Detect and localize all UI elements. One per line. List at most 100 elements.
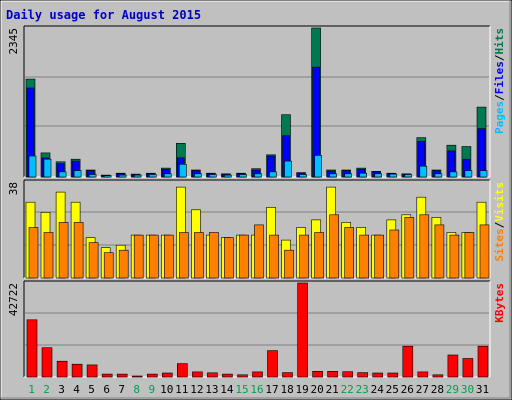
day-label-17: 17 xyxy=(265,383,278,396)
bar-pages-day-11 xyxy=(179,164,187,178)
bar-kbytes-day-27 xyxy=(417,371,429,378)
day-label-14: 14 xyxy=(220,383,234,396)
bar-pages-day-9 xyxy=(149,174,157,178)
day-label-5: 5 xyxy=(88,383,95,396)
bar-sites-day-29 xyxy=(449,234,460,279)
bar-kbytes-day-13 xyxy=(207,372,218,378)
day-label-30: 30 xyxy=(461,383,474,396)
plot-area xyxy=(24,26,490,177)
day-label-19: 19 xyxy=(295,383,308,396)
legend-visits-sites: Sites/Visits xyxy=(493,182,506,262)
bar-pages-day-15 xyxy=(239,174,247,178)
bar-pages-day-2 xyxy=(43,158,52,178)
legend-item: / xyxy=(493,221,506,228)
bar-kbytes-day-2 xyxy=(41,347,53,378)
bar-pages-day-17 xyxy=(269,171,277,178)
day-label-18: 18 xyxy=(280,383,293,396)
y-max-label: 2345 xyxy=(7,28,20,55)
bar-pages-day-8 xyxy=(133,174,142,178)
bar-pages-day-18 xyxy=(284,160,292,178)
day-label-15: 15 xyxy=(235,383,248,396)
bar-pages-day-28 xyxy=(434,173,443,178)
bar-sites-day-25 xyxy=(389,229,400,279)
day-label-22: 22 xyxy=(341,383,354,396)
bar-sites-day-23 xyxy=(359,234,370,279)
day-label-31: 31 xyxy=(476,383,489,396)
legend-hits-files-pages: Pages/Files/Hits xyxy=(493,28,506,134)
bar-sites-day-17 xyxy=(269,234,279,279)
bar-kbytes-day-16 xyxy=(252,371,263,378)
bar-pages-day-14 xyxy=(224,174,232,178)
bar-kbytes-day-24 xyxy=(372,372,384,378)
bar-pages-day-5 xyxy=(88,174,97,178)
bar-kbytes-day-30 xyxy=(462,358,474,378)
legend-item: Sites xyxy=(493,228,506,261)
bar-sites-day-21 xyxy=(329,214,339,279)
day-label-8: 8 xyxy=(133,383,140,396)
bar-pages-day-21 xyxy=(329,173,337,178)
bar-kbytes-day-29 xyxy=(447,354,459,378)
bar-sites-day-15 xyxy=(239,234,249,279)
plot-area xyxy=(24,281,490,377)
bar-kbytes-day-4 xyxy=(71,363,83,378)
bar-sites-day-14 xyxy=(224,237,234,279)
bar-kbytes-day-22 xyxy=(342,371,354,378)
bar-sites-day-22 xyxy=(344,227,355,279)
bar-kbytes-day-5 xyxy=(86,364,98,378)
y-max-label: 38 xyxy=(7,182,20,195)
bar-pages-day-1 xyxy=(28,155,37,178)
bar-pages-day-13 xyxy=(209,174,217,178)
bar-pages-day-27 xyxy=(419,165,428,178)
bar-pages-day-22 xyxy=(344,173,353,178)
bar-sites-day-16 xyxy=(254,224,264,279)
day-label-9: 9 xyxy=(148,383,155,396)
bar-pages-day-25 xyxy=(389,173,398,178)
day-label-21: 21 xyxy=(326,383,339,396)
day-label-16: 16 xyxy=(250,383,263,396)
day-label-7: 7 xyxy=(118,383,125,396)
bar-sites-day-5 xyxy=(88,242,99,279)
legend-item: Pages xyxy=(493,101,506,134)
legend-kbytes: KBytes xyxy=(493,283,506,323)
day-label-29: 29 xyxy=(446,383,459,396)
legend-item: / xyxy=(493,94,506,101)
bar-kbytes-day-1 xyxy=(26,319,38,378)
bar-sites-day-9 xyxy=(149,234,159,279)
bar-sites-day-1 xyxy=(28,227,39,279)
legend-item: / xyxy=(493,54,506,61)
bar-sites-day-11 xyxy=(179,232,189,279)
bar-sites-day-19 xyxy=(299,234,309,279)
bar-kbytes-day-28 xyxy=(432,374,444,378)
bar-pages-day-4 xyxy=(73,170,82,178)
day-labels: 1 2 3 4 5 6 7 8 9 10 11 12 13 14 15 16 17 18 19 20 21 22 23 24 2… xyxy=(28,383,489,396)
bar-kbytes-day-9 xyxy=(147,373,158,378)
day-label-28: 28 xyxy=(431,383,444,396)
day-label-4: 4 xyxy=(73,383,80,396)
bar-pages-day-19 xyxy=(299,174,307,178)
bar-kbytes-day-10 xyxy=(162,372,173,378)
bar-kbytes-day-31 xyxy=(477,345,489,378)
bar-sites-day-3 xyxy=(58,222,69,279)
bar-sites-day-27 xyxy=(419,214,430,279)
day-label-6: 6 xyxy=(103,383,110,396)
bar-sites-day-2 xyxy=(43,232,54,279)
bar-sites-day-20 xyxy=(314,232,324,279)
day-label-1: 1 xyxy=(28,383,35,396)
legend-item: KBytes xyxy=(493,283,506,323)
bar-kbytes-day-12 xyxy=(192,371,203,378)
bar-pages-day-31 xyxy=(479,170,488,178)
bar-kbytes-day-21 xyxy=(327,370,338,378)
bar-kbytes-day-17 xyxy=(267,350,278,378)
bar-pages-day-29 xyxy=(449,171,458,178)
bar-sites-day-10 xyxy=(164,234,174,279)
bar-sites-day-7 xyxy=(118,249,129,279)
bar-kbytes-day-6 xyxy=(101,373,113,378)
bar-pages-day-10 xyxy=(164,173,172,178)
bar-pages-day-7 xyxy=(118,174,127,178)
bar-sites-day-31 xyxy=(479,224,490,279)
bar-kbytes-day-23 xyxy=(357,372,369,378)
legend-item: Visits xyxy=(493,182,506,222)
panel-kbytes: 42722 KBytes xyxy=(7,280,506,378)
bar-sites-day-28 xyxy=(434,224,445,279)
